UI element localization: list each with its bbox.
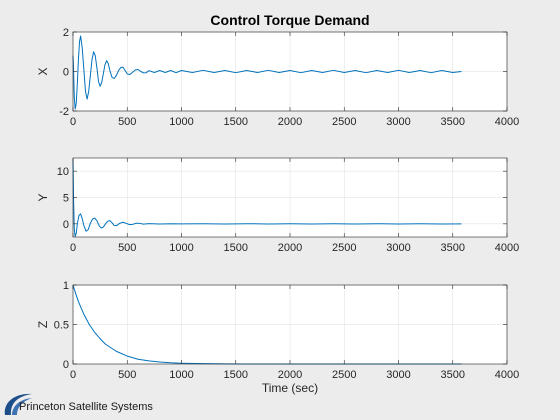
x-tick-label: 2000 xyxy=(278,369,302,381)
y-tick-label: 0 xyxy=(63,67,69,79)
y-axis-label: X xyxy=(36,67,50,75)
x-tick-label: 1000 xyxy=(169,116,193,128)
x-tick-label: 3500 xyxy=(441,116,465,128)
x-tick-label: 3000 xyxy=(386,116,410,128)
x-tick-label: 3500 xyxy=(441,242,465,254)
x-tick-label: 1500 xyxy=(224,369,248,381)
subplot-z: 0 500 1000 1500 2000 2500 3000 3500 4000 0 0.5 1 Z Ti… xyxy=(36,280,519,395)
x-tick-label: 0 xyxy=(70,242,76,254)
series-line-x xyxy=(72,35,462,110)
y-tick-label: -2 xyxy=(59,106,69,118)
series-line-y xyxy=(72,159,462,237)
x-tick-label: 3000 xyxy=(386,242,410,254)
x-tick-label: 2500 xyxy=(332,242,356,254)
logo-swoosh-icon xyxy=(4,393,32,415)
x-tick-label: 2500 xyxy=(332,369,356,381)
princeton-satellite-systems-logo xyxy=(4,393,32,415)
y-tick-label: 10 xyxy=(57,166,69,178)
x-tick-label: 500 xyxy=(118,369,136,381)
x-tick-label: 0 xyxy=(70,369,76,381)
y-tick-label: 1 xyxy=(63,280,69,292)
x-tick-label: 500 xyxy=(118,116,136,128)
x-axis-label: Time (sec) xyxy=(262,381,318,395)
x-tick-label: 3000 xyxy=(386,369,410,381)
x-tick-label: 1500 xyxy=(224,242,248,254)
y-axis-label: Y xyxy=(36,193,50,201)
subplot-y: 0 500 1000 1500 2000 2500 3000 3500 4000 0 5 10 Y xyxy=(36,157,519,254)
y-tick-label: 0 xyxy=(63,359,69,371)
x-tick-label: 2000 xyxy=(278,242,302,254)
subplot-x: 0 500 1000 1500 2000 2500 3000 3500 4000-202XCon… xyxy=(36,12,519,128)
x-tick-label: 1000 xyxy=(169,369,193,381)
x-tick-label: 4000 xyxy=(495,116,519,128)
x-tick-label: 2500 xyxy=(332,116,356,128)
x-tick-label: 3500 xyxy=(441,369,465,381)
logo-swoosh-icon xyxy=(12,398,32,415)
y-tick-label: 0.5 xyxy=(54,320,69,332)
y-tick-label: 2 xyxy=(63,27,69,39)
x-tick-label: 500 xyxy=(118,242,136,254)
y-tick-label: 5 xyxy=(63,193,69,205)
x-tick-label: 1500 xyxy=(224,116,248,128)
y-axis-label: Z xyxy=(36,321,50,328)
chart-title: Control Torque Demand xyxy=(210,12,369,28)
x-tick-label: 4000 xyxy=(495,369,519,381)
y-tick-label: 0 xyxy=(63,219,69,231)
x-tick-label: 2000 xyxy=(278,116,302,128)
x-tick-label: 1000 xyxy=(169,242,193,254)
x-tick-label: 0 xyxy=(70,116,76,128)
x-tick-label: 4000 xyxy=(495,242,519,254)
brand-name: Princeton Satellite Systems xyxy=(19,401,153,413)
